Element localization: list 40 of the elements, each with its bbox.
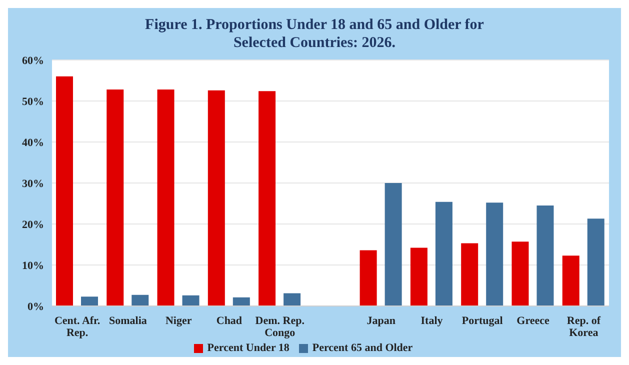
bar [435, 202, 452, 306]
bar [461, 243, 478, 306]
bar [106, 90, 124, 306]
y-tick-label: 20% [22, 218, 44, 231]
y-tick-label: 30% [22, 178, 44, 190]
bar [410, 248, 428, 306]
bar [587, 218, 604, 306]
bar [208, 90, 225, 306]
bar [486, 202, 504, 306]
y-tick-label: 0% [28, 300, 44, 313]
x-tick-label: Portugal [462, 315, 503, 327]
bar [182, 295, 200, 306]
bar [284, 293, 301, 306]
x-tick-label: Greece [516, 315, 550, 327]
x-tick-label: Cent. Afr. Rep. [54, 315, 100, 339]
legend-label: Percent 65 and Older [312, 342, 413, 354]
x-tick-label: Dem. Rep. Congo [255, 315, 305, 339]
bar [360, 250, 377, 306]
y-tick-label: 10% [22, 260, 44, 272]
bar [384, 183, 402, 306]
bar [56, 76, 73, 306]
bar [258, 91, 276, 306]
x-tick-label: Rep. of Korea [566, 315, 601, 339]
x-tick-label: Niger [165, 315, 192, 327]
legend-label: Percent Under 18 [207, 342, 290, 354]
x-tick-label: Japan [366, 315, 396, 327]
bar [562, 256, 580, 306]
bar [81, 296, 98, 306]
x-tick-label: Italy [420, 315, 444, 327]
x-tick-label: Chad [216, 315, 242, 327]
bar [157, 90, 174, 306]
bar [132, 294, 149, 306]
y-tick-label: 40% [22, 136, 44, 149]
bar [536, 206, 554, 306]
chart-title: Figure 1. Proportions Under 18 and 65 and Older for Selected Countries: 2026. [144, 16, 485, 52]
y-tick-label: 60% [22, 54, 44, 67]
x-tick-label: Somalia [109, 315, 148, 327]
bar [512, 242, 529, 306]
y-tick-label: 50% [22, 96, 44, 108]
bar [232, 297, 250, 306]
